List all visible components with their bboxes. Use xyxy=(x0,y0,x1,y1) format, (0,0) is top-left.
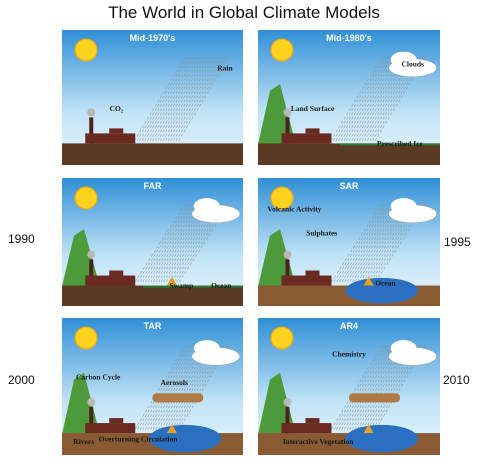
cloud xyxy=(194,198,220,214)
annotation: Carbon Cycle xyxy=(76,373,121,382)
annotation: CO₂ xyxy=(110,104,124,113)
factory xyxy=(85,133,135,143)
annotation: Clouds xyxy=(401,59,424,68)
smoke xyxy=(87,398,95,406)
annotation: Interactive Vegetation xyxy=(283,437,354,446)
factory xyxy=(306,271,320,276)
year-label: 2000 xyxy=(8,373,35,387)
annotation: Ocean xyxy=(375,279,396,288)
annotation: Swamp xyxy=(170,281,194,290)
panel-label: Mid-1980's xyxy=(326,33,372,43)
factory xyxy=(282,133,332,143)
sun xyxy=(271,327,293,349)
annotation: Sulphates xyxy=(306,229,337,238)
year-label: 1990 xyxy=(8,232,35,246)
ocean xyxy=(345,425,418,452)
annotation: Prescribed Ice xyxy=(377,139,424,148)
panel: SAR Volcanic Activity Sulphates Ocean xyxy=(258,178,440,306)
sun xyxy=(75,327,97,349)
panel-label: SAR xyxy=(339,181,359,191)
factory xyxy=(282,423,332,433)
year-label: 1995 xyxy=(444,235,471,249)
aerosol-plume xyxy=(349,393,400,402)
factory xyxy=(282,276,332,286)
sun xyxy=(75,187,97,209)
title: The World in Global Climate Models xyxy=(108,3,380,22)
aerosol-plume xyxy=(153,393,204,402)
cloud xyxy=(391,340,417,356)
year-label: 2010 xyxy=(443,373,470,387)
sun xyxy=(75,39,97,61)
smoke xyxy=(87,108,95,116)
panel-label: FAR xyxy=(144,181,163,191)
panel-label: AR4 xyxy=(340,321,358,331)
panel-label: Mid-1970's xyxy=(130,33,176,43)
annotation: Ocean xyxy=(211,281,232,290)
annotation: Land Surface xyxy=(291,104,335,113)
factory xyxy=(85,276,135,286)
ground xyxy=(62,143,243,165)
factory xyxy=(306,418,320,423)
annotation: Rain xyxy=(217,64,233,73)
panel: FAR Swamp Ocean xyxy=(62,178,243,306)
factory xyxy=(109,271,123,276)
annotation: Chemistry xyxy=(332,349,366,358)
sun xyxy=(271,39,293,61)
annotation: Overturning Circulation xyxy=(99,434,179,443)
panel: Mid-1970's Rain CO₂ xyxy=(62,30,243,165)
cloud xyxy=(194,340,220,356)
panel: AR4 Chemistry Interactive Vegetation xyxy=(258,318,440,455)
factory xyxy=(85,423,135,433)
annotation: Rivers xyxy=(73,437,94,446)
factory xyxy=(109,418,123,423)
smoke xyxy=(284,398,292,406)
panel-label: TAR xyxy=(144,321,162,331)
annotation: Volcanic Activity xyxy=(267,204,321,213)
smoke xyxy=(87,251,95,259)
panel: Mid-1980's Clouds Land Surface Prescribed I… xyxy=(258,30,440,165)
cloud xyxy=(391,198,417,214)
smoke xyxy=(284,251,292,259)
panel: TAR Carbon Cycle Aerosols Rivers Overturning… xyxy=(62,318,243,455)
figure: The World in Global Climate Models Mid-1… xyxy=(0,0,488,464)
annotation: Aerosols xyxy=(161,378,188,387)
factory xyxy=(109,128,123,133)
factory xyxy=(306,128,320,133)
